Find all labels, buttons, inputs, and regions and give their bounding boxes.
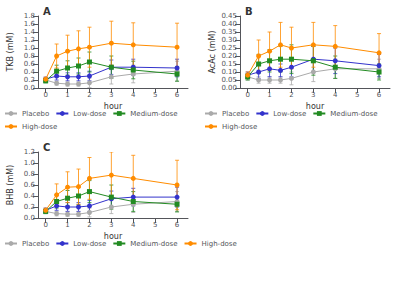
svg-text:0.05: 0.05 [221,76,237,84]
svg-text:0.4: 0.4 [24,68,36,76]
svg-text:High-dose: High-dose [222,123,257,131]
svg-text:AcAc (mM): AcAc (mM) [208,31,217,74]
svg-text:C: C [43,142,50,153]
svg-text:4: 4 [131,221,136,229]
svg-text:0.2: 0.2 [24,203,35,211]
svg-text:5: 5 [153,221,157,229]
svg-text:1: 1 [267,91,271,99]
svg-text:0.35: 0.35 [221,28,237,36]
svg-text:0.4: 0.4 [24,192,36,200]
svg-text:Placebo: Placebo [22,110,49,118]
svg-text:1.2: 1.2 [24,36,35,44]
svg-text:Low-dose: Low-dose [73,110,106,118]
svg-text:hour: hour [104,102,123,111]
svg-text:0.0: 0.0 [24,214,35,222]
svg-text:2: 2 [87,91,91,99]
svg-text:hour: hour [104,232,123,241]
svg-text:Medium-dose: Medium-dose [130,240,177,248]
svg-text:6: 6 [175,91,180,99]
svg-text:hour: hour [306,102,325,111]
svg-text:0.15: 0.15 [221,60,237,68]
svg-text:0.45: 0.45 [221,12,237,20]
svg-text:1.0: 1.0 [24,159,35,167]
svg-text:2: 2 [87,221,91,229]
svg-text:0.6: 0.6 [24,60,36,68]
svg-text:0.8: 0.8 [24,52,35,60]
svg-text:Placebo: Placebo [222,110,249,118]
svg-text:1.4: 1.4 [24,28,36,36]
svg-text:0: 0 [43,91,47,99]
svg-text:Low-dose: Low-dose [73,240,106,248]
svg-text:A: A [43,6,51,17]
svg-text:High-dose: High-dose [202,240,237,248]
svg-text:0.25: 0.25 [221,44,237,52]
svg-text:1.0: 1.0 [24,44,35,52]
svg-text:4: 4 [333,91,338,99]
svg-text:2: 2 [289,91,293,99]
svg-text:0.6: 0.6 [24,181,36,189]
svg-text:Low-dose: Low-dose [273,110,306,118]
svg-text:TKB (mM): TKB (mM) [6,32,15,72]
svg-text:0.2: 0.2 [24,76,35,84]
svg-text:3: 3 [109,91,113,99]
svg-text:1: 1 [65,91,69,99]
svg-text:0.10: 0.10 [221,68,237,76]
svg-text:3: 3 [311,91,315,99]
svg-text:0.30: 0.30 [221,36,237,44]
svg-text:High-dose: High-dose [22,123,57,131]
svg-text:0.40: 0.40 [221,20,237,28]
svg-text:1: 1 [65,221,69,229]
svg-text:Medium-dose: Medium-dose [330,110,377,118]
svg-text:1.6: 1.6 [24,20,36,28]
svg-text:0.0: 0.0 [24,84,35,92]
svg-text:6: 6 [377,91,382,99]
svg-text:5: 5 [153,91,157,99]
svg-text:0: 0 [43,221,47,229]
svg-text:1.2: 1.2 [24,148,35,156]
svg-text:4: 4 [131,91,136,99]
svg-text:Medium-dose: Medium-dose [130,110,177,118]
svg-text:Placebo: Placebo [22,240,49,248]
svg-text:6: 6 [175,221,180,229]
svg-text:3: 3 [109,221,113,229]
svg-text:1.8: 1.8 [24,12,35,20]
svg-text:BHB (mM): BHB (mM) [6,165,15,205]
svg-text:0.8: 0.8 [24,170,35,178]
svg-text:5: 5 [355,91,359,99]
svg-text:0.00: 0.00 [221,84,237,92]
svg-text:0: 0 [245,91,249,99]
svg-text:B: B [245,6,253,17]
svg-text:0.20: 0.20 [221,52,237,60]
